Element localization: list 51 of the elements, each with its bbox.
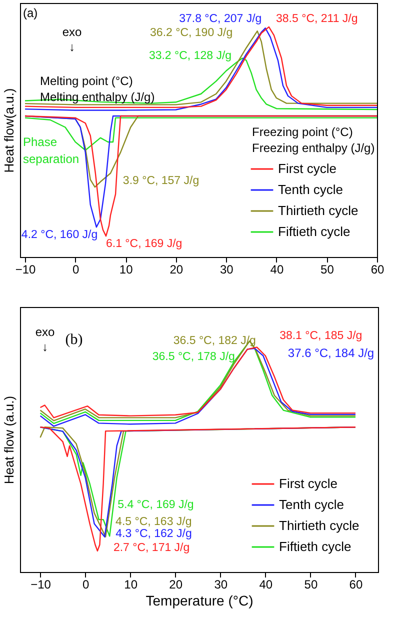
x-tick-label: 20 [170, 262, 184, 276]
x-tick-label: 0 [82, 578, 90, 592]
x-tick-label: −10 [30, 578, 52, 592]
text: exo [35, 325, 55, 339]
annotation: ↓ [42, 340, 48, 354]
annotation: 4.2 °C, 160 J/g [21, 229, 98, 242]
x-tick-label: 10 [124, 578, 138, 592]
text: (a) [23, 6, 38, 20]
annotation: 38.5 °C, 211 J/g [276, 12, 358, 25]
x-tick-label: 60 [349, 578, 363, 592]
x-tick-label: 40 [259, 578, 273, 592]
x-tick-label: 50 [304, 578, 318, 592]
annotation: 4.3 °C, 162 J/g [116, 528, 192, 540]
legend-label: Tenth cycle [278, 182, 344, 197]
legend-label: Fiftieth cycle [279, 539, 352, 554]
legend-label: Thirtieth cycle [279, 518, 360, 533]
legend-label: Thirtieth cycle [278, 203, 358, 218]
legend-label: Fiftieth cycle [278, 224, 350, 239]
annotation: 33.2 °C, 128 J/g [148, 50, 232, 62]
y-axis-title: Heat flow (a.u.) [2, 396, 16, 484]
x-tick-label: 60 [370, 262, 384, 276]
x-tick-label: 20 [169, 578, 183, 592]
x-axis-title: Temperature (°C) [146, 592, 254, 608]
x-tick-label: −10 [15, 262, 36, 276]
annotation: Phase separation [23, 135, 80, 166]
annotation: 38.1 °C, 185 J/g [280, 330, 362, 342]
legend-label: First cycle [279, 476, 338, 491]
x-tick-label: 10 [119, 262, 134, 276]
x-tick-label: 0 [72, 262, 80, 276]
x-tick-label: 50 [320, 262, 334, 276]
annotation: Freezing enthalpy (J/g) [252, 141, 375, 155]
y-axis-title: Heat flow(a.u.) [2, 88, 16, 173]
legend-label: Tenth cycle [279, 497, 344, 512]
annotation: Freezing point (°C) [252, 125, 353, 139]
annotation: (b) [65, 332, 83, 348]
annotation: 37.8 °C, 207 J/g [179, 13, 262, 26]
x-tick-label: 40 [270, 262, 284, 276]
annotation: 5.4 °C, 169 J/g [118, 499, 194, 512]
annotation: ↓ [69, 40, 75, 54]
annotation: 6.1 °C, 169 J/g [106, 238, 182, 250]
annotation: 37.6 °C, 184 J/g [288, 346, 374, 360]
annotation: 3.9 °C, 157 J/g [122, 175, 200, 188]
annotation: 2.7 °C, 171 J/g [113, 542, 190, 554]
annotation: Melting point (°C) [40, 74, 133, 88]
annotation: 36.5 °C, 178 J/g [152, 350, 235, 363]
x-tick-label: 30 [220, 262, 234, 276]
annotation: 36.2 °C, 190 J/g [150, 27, 233, 40]
legend-label: First cycle [278, 161, 336, 176]
annotation: 4.5 °C, 163 J/g [116, 516, 192, 528]
annotation: exo [62, 25, 82, 39]
x-tick-label: 30 [214, 578, 228, 592]
